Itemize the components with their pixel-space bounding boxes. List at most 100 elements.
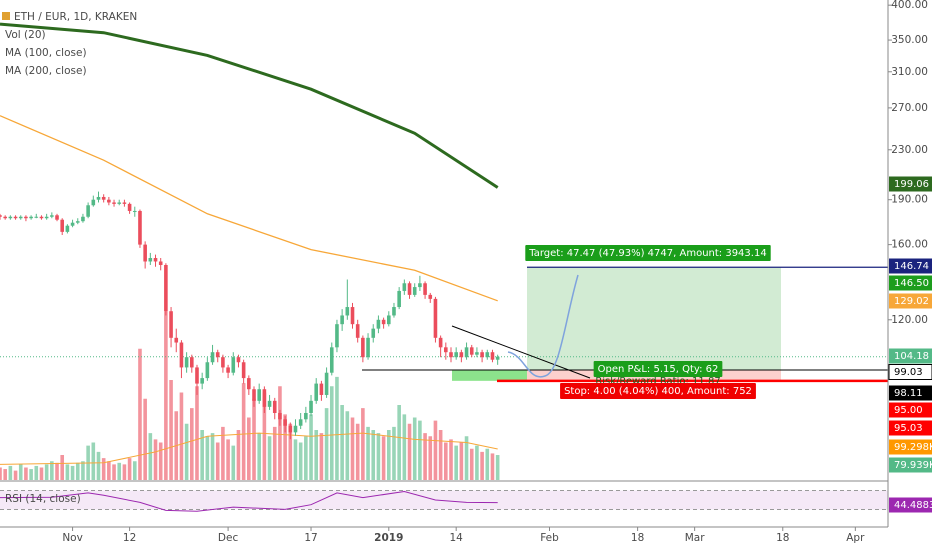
volume-bar	[418, 420, 422, 480]
candle-body	[24, 216, 28, 219]
candle-body	[158, 261, 163, 265]
price-badge	[889, 258, 932, 274]
volume-bar	[107, 461, 111, 480]
x-tick-label: 18	[776, 532, 789, 544]
candle-body	[407, 283, 412, 295]
volume-bar	[402, 414, 407, 480]
volume-bar	[428, 436, 433, 480]
price-badge-label: 95.00	[894, 405, 923, 416]
price-badge	[889, 176, 932, 192]
volume-bar	[8, 465, 13, 480]
candle-body	[39, 216, 44, 219]
volume-bar	[267, 436, 272, 480]
projection-path	[507, 274, 579, 378]
candle-body	[132, 210, 137, 212]
volume-bar	[304, 436, 308, 480]
volume-bar	[3, 469, 7, 480]
candle-body	[423, 283, 427, 295]
candle-body	[34, 216, 39, 218]
ratio-text: Risk/Reward Ratio: 11.87	[595, 376, 720, 387]
volume-bar	[132, 461, 137, 480]
candle-body	[371, 328, 376, 338]
volume-bar	[70, 465, 75, 480]
candle-body	[298, 419, 303, 426]
target-label-text: Target: 47.47 (47.93%) 4747, Amount: 394…	[528, 248, 766, 259]
rsi-title: RSI (14, close)	[5, 493, 81, 505]
price-badge	[889, 385, 932, 401]
rsi-band	[0, 490, 888, 510]
volume-bar	[423, 433, 427, 480]
candle-body	[304, 412, 308, 420]
candle-body	[241, 362, 246, 379]
volume-bar	[449, 439, 453, 480]
volume-bar	[221, 426, 225, 480]
price-badge	[889, 439, 932, 455]
price-badge	[889, 497, 932, 513]
volume-bar	[464, 436, 469, 480]
candle-body	[60, 219, 65, 232]
volume-bar	[376, 433, 381, 480]
volume-bar	[117, 462, 122, 480]
volume-bar	[454, 445, 458, 480]
y-tick-label: 120.00	[891, 314, 928, 326]
candle-body	[350, 307, 355, 325]
candle-body	[50, 215, 54, 217]
candle-body	[226, 367, 230, 373]
volume-bar	[371, 430, 376, 480]
volume-bar	[101, 458, 106, 480]
stop-label: Stop: 4.00 (4.04%) 400, Amount: 752	[560, 383, 756, 399]
candle-body	[65, 225, 70, 232]
candle-body	[329, 347, 334, 373]
candle-body	[397, 290, 401, 308]
candle-body	[459, 352, 464, 358]
candle-body	[418, 283, 422, 288]
candle-body	[122, 202, 127, 204]
volume-bar	[324, 408, 329, 480]
candle-body	[402, 283, 407, 291]
volume-bar	[44, 464, 49, 480]
x-tick-label: 2019	[374, 532, 403, 544]
candle-body	[392, 307, 396, 316]
trend-line	[451, 325, 591, 379]
price-badge-label: 98.11	[894, 388, 923, 399]
candle-body	[309, 400, 313, 413]
volume-bar	[355, 423, 360, 480]
candle-body	[117, 202, 122, 204]
candle-body	[381, 319, 386, 325]
x-tick-label: Feb	[540, 532, 559, 544]
volume-bar	[288, 423, 293, 480]
candle-body	[464, 347, 469, 358]
candle-body	[215, 352, 220, 358]
open-label: Open P&L: 5.15, Qty: 62	[593, 361, 723, 377]
candle-body	[272, 400, 277, 413]
candle-body	[169, 311, 173, 338]
volume-bar	[148, 433, 153, 480]
candle-body	[283, 419, 287, 426]
volume-bar	[433, 420, 438, 480]
candle-body	[480, 352, 484, 358]
volume-bar	[13, 470, 18, 480]
x-tick-label: 14	[449, 532, 463, 544]
candle-body	[3, 216, 7, 219]
candle-body	[86, 205, 90, 217]
candle-body	[438, 337, 443, 348]
price-badge	[889, 420, 932, 436]
x-tick-label: 12	[123, 532, 136, 544]
candle-body	[112, 202, 116, 204]
candle-body	[0, 215, 2, 217]
volume-bar	[215, 442, 220, 480]
candle-body	[252, 389, 256, 401]
candle-body	[153, 258, 158, 262]
volume-bar	[480, 451, 484, 480]
volume-bar	[205, 436, 210, 480]
volume-bar	[490, 453, 495, 480]
candle-body	[107, 199, 111, 203]
price-badge-label: 79.939K	[894, 460, 932, 471]
candle-body	[475, 352, 479, 355]
price-badge	[889, 348, 932, 364]
candle-body	[138, 210, 142, 245]
volume-bar	[469, 448, 474, 480]
x-tick-label: Nov	[62, 532, 83, 544]
volume-bar	[96, 451, 101, 480]
candle-body	[345, 307, 350, 316]
